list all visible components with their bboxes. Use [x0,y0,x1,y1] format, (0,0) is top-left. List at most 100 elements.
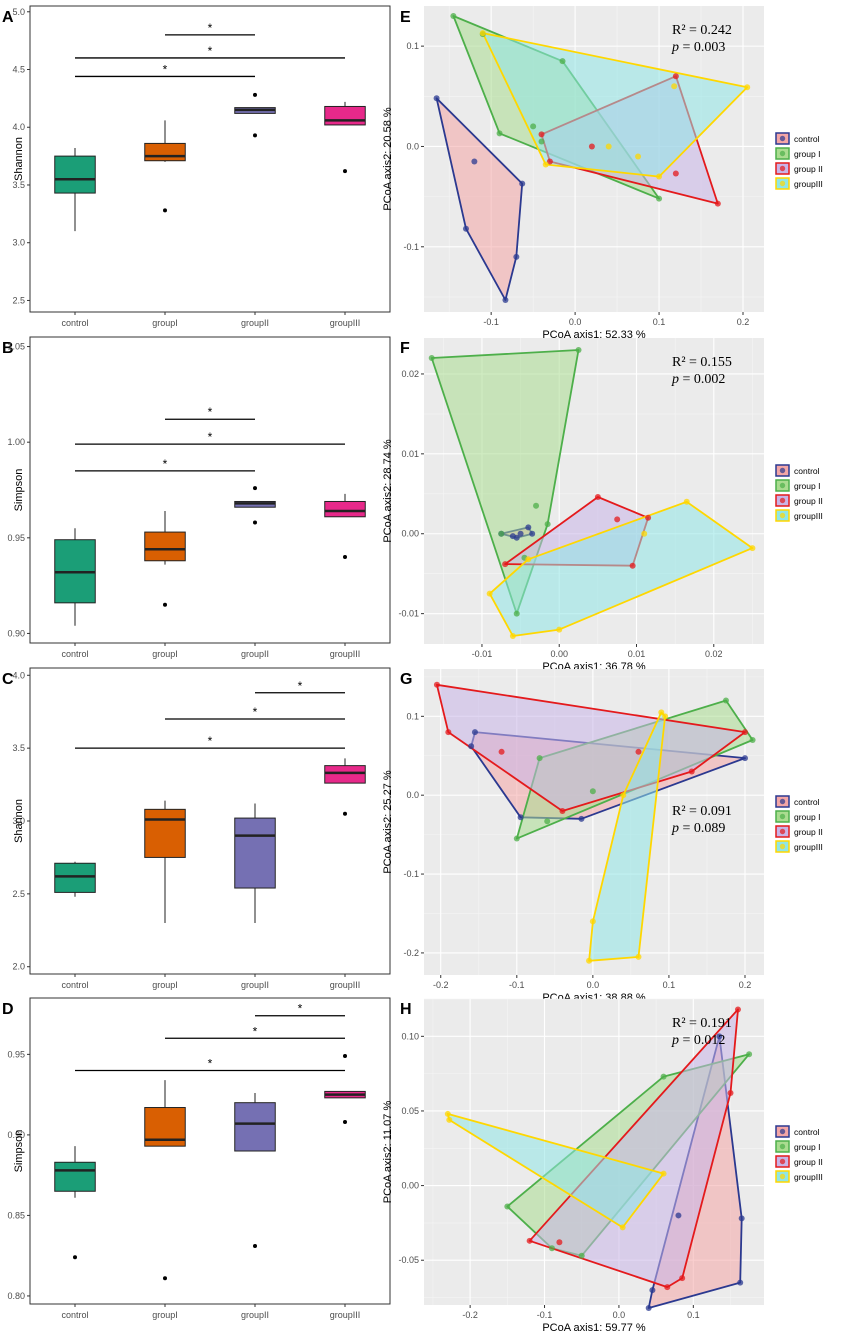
significance-star: * [163,457,168,471]
y-tick-label: 0.95 [7,1049,25,1059]
p-value: p = 0.003 [671,40,725,55]
outlier-point [343,1053,347,1058]
sample-point [513,610,520,617]
outlier-point [343,811,347,816]
sample-point [542,161,549,168]
p-label: p [671,1033,679,1048]
legend-label: group II [794,164,823,174]
x-tick-label: groupIII [330,980,361,990]
x-tick-label: control [61,980,88,990]
sample-point [727,1090,734,1097]
outlier-point [253,133,257,138]
sample-point [744,84,751,91]
x-tick-label: -0.1 [483,317,499,327]
sample-point [538,138,545,145]
sample-point [517,814,524,821]
significance-star: * [208,1056,213,1070]
sample-point [517,530,524,537]
x-axis-label: PCoA axis1: 59.77 % [542,1322,646,1334]
sample-point [471,158,478,165]
box-panel-B: B 0.90 0.95 1.00 1.05 control groupI groupII gro… [2,336,391,659]
sample-point [656,195,663,202]
y-tick-label: 0.01 [401,449,419,459]
sample-point [462,225,469,232]
legend-label: groupIII [794,1172,823,1182]
sample-point [519,180,526,187]
sample-point [660,1073,667,1080]
legend-key-point [779,135,786,142]
panel-letter: C [2,671,14,688]
sample-point [445,729,452,736]
x-tick-label: 0.1 [653,317,666,327]
box [144,808,186,858]
sample-point [538,131,545,138]
panel-letter: E [400,9,411,26]
sample-point [526,1237,533,1244]
p-value: p = 0.002 [671,372,725,387]
legend-key-point [779,150,786,157]
sample-point [589,918,596,925]
x-tick-label: groupII [241,649,269,659]
r-squared: R² = 0.191 [672,1016,732,1031]
legend-label: group II [794,1157,823,1167]
panel-letter: H [400,1001,412,1018]
sample-point [588,143,595,150]
sample-point [672,170,679,177]
legend-key-point [779,512,786,519]
sample-point [645,514,652,521]
pcoa-panel-G: G -0.2 -0.1 0.0 0.1 0.2 -0.2 -0.1 0.0 0.1 PCoA axi… [382,669,823,1004]
x-tick-label: 0.01 [628,649,646,659]
sample-point [486,590,493,597]
x-tick-label: groupI [152,1310,178,1320]
pcoa-panel-H: H -0.2 -0.1 0.0 0.1 -0.05 0.00 0.05 0.10 PCoA axi… [382,998,823,1334]
y-tick-label: 0.05 [401,1106,419,1116]
x-tick-label: groupI [152,980,178,990]
y-axis-label: PCoA axis2: 11.07 % [382,1101,394,1204]
y-tick-label: 0.80 [7,1291,25,1301]
y-tick-label: 0.1 [406,711,419,721]
p-label: p [671,40,679,55]
sample-point [536,755,543,762]
y-axis-label: PCoA axis2: 20.58 % [382,107,394,211]
legend-key-point [779,1143,786,1150]
sample-point [578,1252,585,1259]
x-tick-label: 0.0 [613,1310,626,1320]
sample-point [664,1284,671,1291]
box-panel-A: A 2.5 3.0 3.5 4.0 4.5 5.0 control groupI groupII g… [2,5,391,328]
legend-key-point [779,1128,786,1135]
sample-point [498,530,505,537]
sample-point [749,736,756,743]
legend-label: group II [794,827,823,837]
y-tick-label: 2.5 [12,889,25,899]
y-axis-label: Simpson [13,469,25,512]
x-tick-label: 0.2 [737,317,750,327]
y-axis-label: PCoA axis2: 28.74 % [382,439,394,543]
legend-key-point [779,482,786,489]
sample-point [679,1275,686,1282]
sample-point [578,815,585,822]
x-tick-label: -0.2 [433,980,449,990]
legend-key-point [779,843,786,850]
y-tick-label: -0.1 [403,242,419,252]
sample-point [471,729,478,736]
x-tick-label: groupIII [330,1310,361,1320]
outlier-point [343,554,347,559]
r-squared: R² = 0.155 [672,355,732,370]
x-tick-label: 0.02 [705,649,723,659]
sample-point [509,533,516,540]
sample-point [741,755,748,762]
box [234,1102,276,1152]
legend-key-point [779,828,786,835]
legend-label: control [794,797,820,807]
x-tick-label: -0.1 [537,1310,553,1320]
box [144,142,186,162]
sample-point [556,626,563,633]
significance-star: * [163,62,168,76]
outlier-point [253,92,257,97]
legend-label: control [794,466,820,476]
y-tick-label: -0.2 [403,948,419,958]
y-tick-label: -0.01 [398,609,419,619]
x-tick-label: control [61,1310,88,1320]
box [324,105,366,126]
